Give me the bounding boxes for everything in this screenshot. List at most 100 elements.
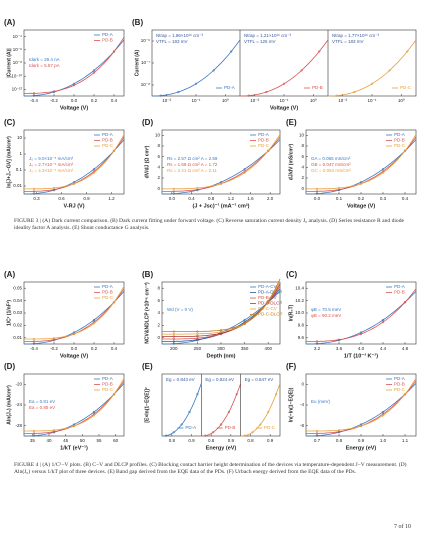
y-tick-label: 10.4 xyxy=(295,285,304,290)
y-axis-label: |Current (A)| xyxy=(6,48,12,78)
marker xyxy=(172,332,175,336)
x-tick-label: 0.2 xyxy=(91,98,98,103)
marker xyxy=(219,423,223,426)
annotation: Ea = 0.85 eV xyxy=(29,405,55,410)
curve xyxy=(24,291,125,345)
annotation: Idark = 5.57 pA xyxy=(29,63,60,68)
x-tick-label: 0.4 xyxy=(111,346,118,351)
legend-label: PD-C xyxy=(102,143,114,148)
legend-label: PD-C-DLCP xyxy=(258,312,283,317)
y-tick-label: 10⁻⁸ xyxy=(141,82,150,87)
y-tick-label: 9.8 xyxy=(298,323,305,328)
y-tick-label: 0.05 xyxy=(13,285,22,290)
y-tick-label: 0.04 xyxy=(13,298,22,303)
y-tick-label: 6 xyxy=(157,298,160,303)
y-tick-label: -8 xyxy=(300,423,304,428)
marker xyxy=(243,322,246,325)
panel-label: (D) xyxy=(142,118,153,127)
x-tick-label: 0.1 xyxy=(336,196,343,201)
y-tick-label: 8 xyxy=(301,143,304,148)
x-tick-label: 40 xyxy=(46,438,52,443)
marker xyxy=(267,149,270,153)
annotation: Eu (meV) xyxy=(311,399,331,404)
y-tick-label: 0.01 xyxy=(13,183,22,188)
annotation: Eg = 0.824 eV xyxy=(205,377,234,382)
curve xyxy=(24,39,125,97)
marker xyxy=(381,320,385,324)
marker xyxy=(381,318,385,322)
marker xyxy=(243,434,246,437)
marker xyxy=(315,434,319,437)
panel-label: (E) xyxy=(286,118,297,127)
y-tick-label: 8 xyxy=(157,143,160,148)
y-tick-label: 4 xyxy=(157,165,160,170)
marker xyxy=(235,393,238,396)
marker xyxy=(315,342,319,345)
x-tick-label: 0.9 xyxy=(188,438,195,443)
marker xyxy=(337,430,341,433)
y-tick-label: 2 xyxy=(157,175,160,180)
curve xyxy=(328,39,417,97)
y-tick-label: 10⁻⁷ xyxy=(141,60,150,65)
y-tick-label: 0 xyxy=(301,382,304,387)
marker xyxy=(32,92,36,95)
y-tick-label: -20 xyxy=(15,382,22,387)
marker xyxy=(359,331,363,334)
marker xyxy=(72,84,76,87)
x-tick-label: 60 xyxy=(113,438,119,443)
plot-frame xyxy=(23,129,125,195)
x-tick-label: 0.9 xyxy=(267,438,274,443)
marker xyxy=(32,94,36,97)
curve xyxy=(201,383,242,437)
curve xyxy=(162,278,281,332)
marker xyxy=(196,186,199,190)
y-tick-label: 0.01 xyxy=(13,335,22,340)
marker xyxy=(32,340,36,343)
figure-caption: FIGURE 4 | (A) 1/C²−V plots. (B) C−V and… xyxy=(14,462,407,476)
legend-label: PD-B xyxy=(394,290,405,295)
y-axis-label: ln(R₀T) xyxy=(288,304,294,321)
legend-label: PD-B xyxy=(394,382,405,387)
marker xyxy=(52,90,56,93)
legend-label: PD-B-DLCP xyxy=(258,301,282,306)
x-tick-label: 10⁻² xyxy=(250,98,259,103)
marker xyxy=(32,192,36,195)
marker xyxy=(172,330,175,333)
marker xyxy=(211,431,215,434)
marker xyxy=(92,71,96,74)
x-tick-label: 300 xyxy=(217,346,225,351)
marker xyxy=(196,338,199,341)
annotation: Wd (V = 0 V) xyxy=(167,307,193,312)
marker xyxy=(370,82,374,85)
marker xyxy=(247,94,250,97)
x-tick-label: 3.6 xyxy=(336,346,343,351)
page-number: 7 of 10 xyxy=(394,524,411,530)
x-axis-label: Voltage (V) xyxy=(270,105,298,111)
curve xyxy=(24,378,125,432)
y-axis-label: ln(−ln(1−EQE)) xyxy=(288,387,294,422)
marker xyxy=(315,190,319,193)
legend-label: PD-C xyxy=(394,387,406,392)
marker xyxy=(194,82,198,85)
legend-label: PD-B xyxy=(394,138,405,143)
marker xyxy=(177,90,180,94)
curve xyxy=(306,383,417,437)
marker xyxy=(243,318,246,322)
x-tick-label: 250 xyxy=(194,346,202,351)
x-tick-label: 0.8 xyxy=(247,438,254,443)
x-tick-label: 4.8 xyxy=(402,346,409,351)
figure-caption: FIGURE 3 | (A) Dark current comparison. … xyxy=(14,218,405,232)
marker xyxy=(403,149,407,153)
y-tick-label: 6 xyxy=(301,154,304,159)
x-tick-label: 0.0 xyxy=(169,196,176,201)
annotation: J₀ = 4.3×10⁻⁵ mA/cm² xyxy=(29,168,74,173)
marker xyxy=(188,410,191,414)
marker xyxy=(172,337,175,341)
y-tick-label: 10⁻⁴ xyxy=(13,34,22,39)
x-tick-label: 0.4 xyxy=(188,196,195,201)
marker xyxy=(315,429,319,433)
x-tick-label: 0.4 xyxy=(111,98,118,103)
marker xyxy=(112,50,116,53)
y-axis-label: dJ/dV (mS/cm²) xyxy=(288,143,294,180)
legend-label: PD-A xyxy=(394,284,405,289)
